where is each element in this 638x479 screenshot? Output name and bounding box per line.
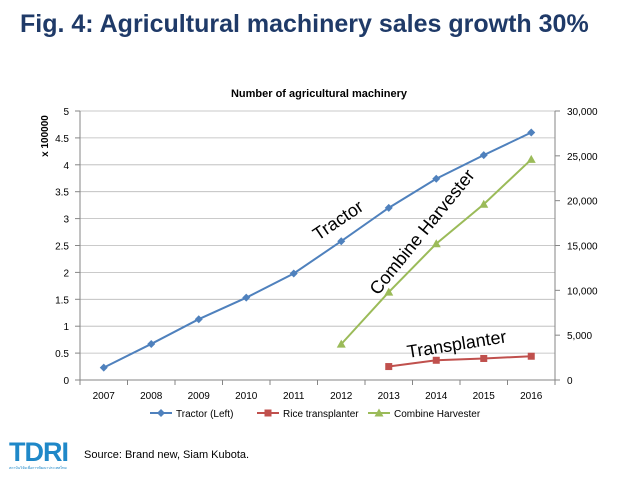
- y-left-tick-label: 2: [63, 268, 69, 279]
- data-point: [480, 354, 488, 362]
- y-left-tick-label: 0: [63, 376, 69, 387]
- series-line: [340, 158, 532, 345]
- logo-text: TDRI: [9, 437, 68, 467]
- y-left-tick-label: 3: [63, 215, 69, 226]
- chart-title: Number of agricultural machinery: [231, 88, 408, 100]
- series-0: [99, 128, 536, 372]
- data-point: [432, 174, 441, 183]
- data-point: [385, 363, 393, 371]
- y-right-tick-label: 0: [567, 376, 573, 387]
- axes: [75, 110, 560, 385]
- annotation-label: Transplanter: [405, 326, 507, 361]
- x-tick-label: 2011: [283, 391, 305, 402]
- data-point: [479, 199, 489, 208]
- y-right-tick-label: 30,000: [567, 107, 598, 118]
- data-point: [479, 151, 488, 160]
- x-tick-label: 2007: [93, 391, 116, 402]
- data-point: [147, 339, 156, 348]
- data-point: [336, 339, 346, 348]
- x-tick-label: 2010: [235, 391, 258, 402]
- legend-label: Rice transplanter: [283, 409, 359, 420]
- y-right-tick-label: 5,000: [567, 331, 592, 342]
- slide-title: Fig. 4: Agricultural machinery sales gro…: [20, 10, 589, 38]
- legend-swatch-marker: [374, 408, 384, 417]
- y-left-tick-label: 4: [63, 161, 69, 172]
- y-left-tick-label: 3.5: [55, 188, 69, 199]
- x-tick-label: 2009: [188, 391, 211, 402]
- series-2: [336, 154, 536, 348]
- x-tick-label: 2012: [330, 391, 353, 402]
- logo-subtext: สถาบันวิจัยเพื่อการพัฒนาประเทศไทย: [9, 465, 67, 470]
- x-tick-label: 2013: [378, 391, 401, 402]
- y-axis-left-label: x 100000: [40, 115, 51, 157]
- data-point: [527, 352, 535, 360]
- annotation-label: Tractor: [309, 196, 367, 244]
- data-point: [384, 287, 394, 296]
- y-left-tick-label: 1.5: [55, 295, 69, 306]
- tick-labels: 0 0.5 1 1.5 2 2.5 3 3.5 4 4.5 5 0 5,000 10,000 15,000 2…: [55, 107, 598, 402]
- y-left-tick-label: 1: [63, 322, 69, 333]
- gridlines: [80, 110, 555, 354]
- tdri-logo: TDRI สถาบันวิจัยเพื่อการพัฒนาประเทศไทย: [9, 437, 69, 470]
- legend-swatch-marker: [157, 409, 165, 417]
- legend-swatch-marker: [264, 409, 272, 417]
- data-point: [337, 237, 346, 246]
- x-tick-label: 2008: [140, 391, 163, 402]
- data-point: [526, 154, 536, 163]
- series-line: [388, 355, 532, 368]
- data-point: [289, 269, 298, 278]
- y-right-tick-label: 20,000: [567, 197, 598, 208]
- series-layer: [99, 128, 536, 372]
- x-tick-label: 2014: [425, 391, 448, 402]
- y-left-tick-label: 4.5: [55, 134, 69, 145]
- annotation-label: Combine Harvester: [366, 165, 479, 298]
- data-point: [432, 356, 440, 364]
- y-right-tick-label: 10,000: [567, 286, 598, 297]
- data-point: [99, 363, 108, 372]
- y-right-tick-label: 25,000: [567, 152, 598, 163]
- legend: Tractor (Left) Rice transplanter Combine H…: [150, 408, 481, 420]
- series-1: [385, 352, 535, 371]
- y-left-tick-label: 2.5: [55, 242, 69, 253]
- x-tick-label: 2015: [473, 391, 496, 402]
- legend-label: Combine Harvester: [394, 409, 481, 420]
- data-point: [194, 315, 203, 324]
- data-point: [242, 293, 251, 302]
- data-point: [527, 128, 536, 137]
- legend-label: Tractor (Left): [176, 409, 233, 420]
- y-left-tick-label: 0.5: [55, 349, 69, 360]
- data-point: [384, 203, 393, 212]
- source-note: Source: Brand new, Siam Kubota.: [84, 449, 250, 461]
- series-line: [103, 131, 532, 369]
- data-point: [431, 239, 441, 248]
- y-right-tick-label: 15,000: [567, 242, 598, 253]
- x-tick-label: 2016: [520, 391, 543, 402]
- y-left-tick-label: 5: [63, 107, 69, 118]
